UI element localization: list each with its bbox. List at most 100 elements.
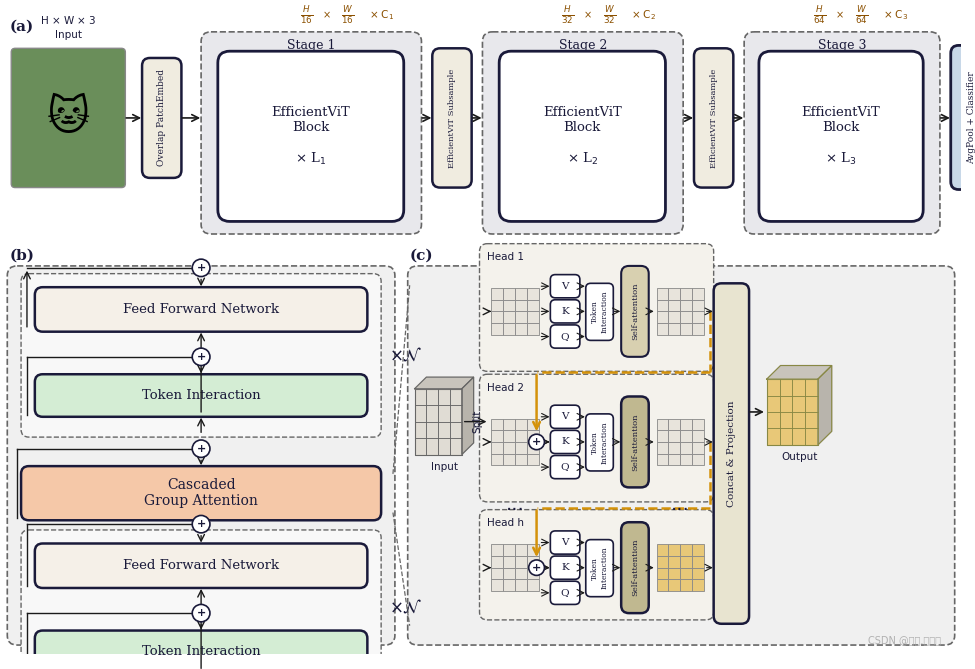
Bar bbox=[692, 568, 704, 579]
Bar bbox=[503, 442, 515, 454]
Bar bbox=[780, 395, 793, 412]
Text: ...: ... bbox=[506, 495, 525, 514]
Bar bbox=[491, 419, 503, 430]
Text: Token
Interaction: Token Interaction bbox=[591, 290, 608, 333]
Bar bbox=[526, 579, 538, 591]
Text: Head 2: Head 2 bbox=[488, 383, 525, 393]
Bar bbox=[681, 288, 692, 300]
FancyBboxPatch shape bbox=[550, 274, 580, 298]
Polygon shape bbox=[818, 365, 832, 445]
Bar bbox=[450, 405, 462, 421]
FancyBboxPatch shape bbox=[694, 48, 733, 187]
Bar bbox=[793, 428, 805, 445]
Text: Q: Q bbox=[561, 588, 569, 597]
Text: V: V bbox=[562, 538, 568, 547]
FancyBboxPatch shape bbox=[7, 266, 395, 645]
FancyBboxPatch shape bbox=[714, 284, 749, 624]
Bar bbox=[526, 288, 538, 300]
Bar bbox=[656, 442, 669, 454]
FancyBboxPatch shape bbox=[550, 325, 580, 348]
FancyBboxPatch shape bbox=[586, 284, 613, 341]
Bar bbox=[656, 288, 669, 300]
Bar bbox=[793, 395, 805, 412]
Bar bbox=[414, 389, 462, 454]
Text: EfficientViT Subsample: EfficientViT Subsample bbox=[710, 68, 718, 167]
Text: Head h: Head h bbox=[488, 518, 525, 529]
Bar bbox=[491, 430, 503, 442]
Text: (b): (b) bbox=[9, 249, 34, 263]
Text: $\times\mathcal{N}$: $\times\mathcal{N}$ bbox=[389, 598, 422, 616]
Bar bbox=[669, 288, 681, 300]
Bar bbox=[692, 300, 704, 311]
Bar bbox=[669, 419, 681, 430]
FancyBboxPatch shape bbox=[550, 556, 580, 579]
Bar bbox=[515, 323, 527, 334]
Bar bbox=[681, 545, 692, 556]
Bar bbox=[692, 311, 704, 323]
Text: Input: Input bbox=[431, 462, 457, 472]
Bar bbox=[669, 454, 681, 465]
Text: (c): (c) bbox=[410, 249, 433, 263]
Text: Stage 2: Stage 2 bbox=[559, 39, 607, 52]
Bar bbox=[526, 556, 538, 568]
Text: $\times\mathcal{N}$: $\times\mathcal{N}$ bbox=[389, 347, 422, 365]
Text: $\times$ C$_2$: $\times$ C$_2$ bbox=[631, 8, 656, 22]
Text: Stage 1: Stage 1 bbox=[287, 39, 335, 52]
Bar bbox=[438, 421, 450, 438]
Bar bbox=[681, 311, 692, 323]
Bar bbox=[669, 579, 681, 591]
Bar bbox=[515, 568, 527, 579]
Bar bbox=[669, 545, 681, 556]
Text: Q: Q bbox=[561, 462, 569, 472]
FancyBboxPatch shape bbox=[550, 430, 580, 454]
FancyBboxPatch shape bbox=[432, 48, 472, 187]
Circle shape bbox=[192, 604, 210, 622]
FancyBboxPatch shape bbox=[550, 531, 580, 554]
Bar bbox=[526, 430, 538, 442]
Text: +: + bbox=[197, 444, 206, 454]
Bar bbox=[515, 442, 527, 454]
Bar bbox=[656, 556, 669, 568]
Text: Stage 3: Stage 3 bbox=[818, 39, 867, 52]
Text: Feed Forward Network: Feed Forward Network bbox=[123, 303, 279, 316]
Bar bbox=[681, 419, 692, 430]
Bar bbox=[681, 454, 692, 465]
Text: 🐱: 🐱 bbox=[47, 97, 90, 139]
Bar bbox=[780, 428, 793, 445]
Circle shape bbox=[192, 259, 210, 276]
Bar bbox=[515, 545, 527, 556]
Bar bbox=[692, 545, 704, 556]
FancyBboxPatch shape bbox=[586, 414, 613, 471]
FancyBboxPatch shape bbox=[35, 543, 368, 588]
Bar bbox=[414, 438, 426, 454]
Bar bbox=[656, 454, 669, 465]
Text: $\times$: $\times$ bbox=[836, 10, 844, 20]
Bar bbox=[681, 556, 692, 568]
Text: +: + bbox=[197, 519, 206, 529]
FancyBboxPatch shape bbox=[35, 631, 368, 669]
Bar bbox=[692, 556, 704, 568]
Bar bbox=[805, 379, 818, 395]
Bar bbox=[692, 579, 704, 591]
Bar bbox=[491, 311, 503, 323]
FancyBboxPatch shape bbox=[21, 274, 381, 437]
Text: K: K bbox=[562, 438, 569, 446]
Polygon shape bbox=[766, 365, 832, 379]
Bar bbox=[491, 579, 503, 591]
Bar bbox=[515, 311, 527, 323]
FancyBboxPatch shape bbox=[35, 287, 368, 332]
Bar bbox=[669, 430, 681, 442]
Text: ...: ... bbox=[671, 495, 689, 514]
FancyBboxPatch shape bbox=[480, 244, 714, 371]
FancyBboxPatch shape bbox=[951, 45, 975, 189]
FancyBboxPatch shape bbox=[759, 52, 923, 221]
FancyBboxPatch shape bbox=[21, 466, 381, 520]
Bar bbox=[515, 454, 527, 465]
Text: $\frac{W}{16}$: $\frac{W}{16}$ bbox=[341, 4, 354, 25]
Polygon shape bbox=[462, 377, 474, 454]
Bar bbox=[438, 438, 450, 454]
Text: Cascaded
Group Attention: Cascaded Group Attention bbox=[144, 478, 258, 508]
Bar bbox=[450, 438, 462, 454]
Bar bbox=[669, 556, 681, 568]
Bar bbox=[491, 556, 503, 568]
